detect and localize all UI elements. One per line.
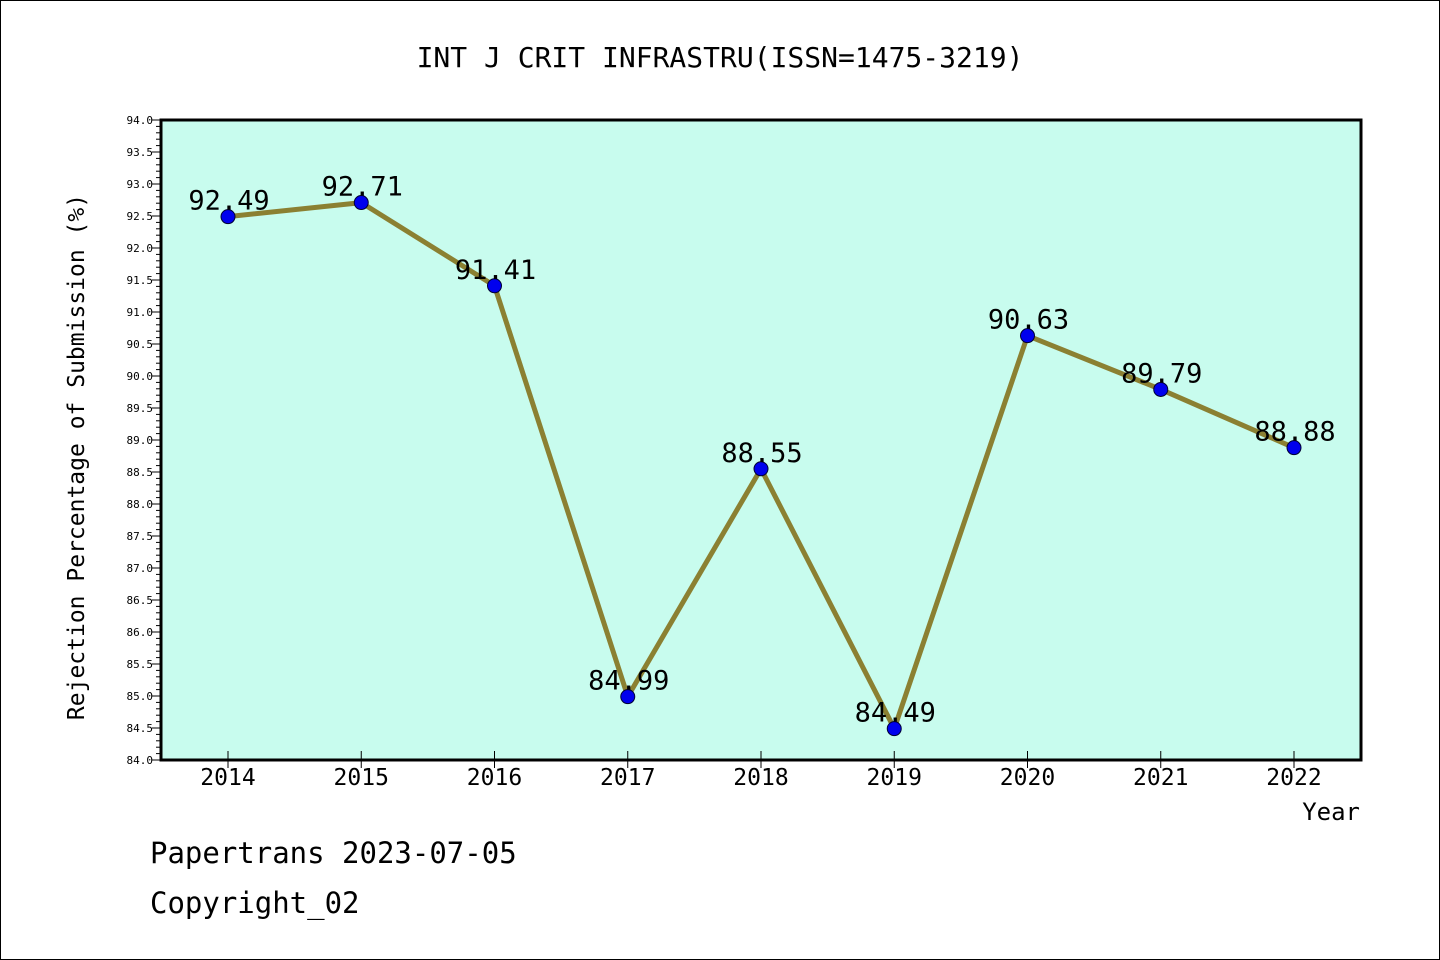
y-tick-label: 84.0 xyxy=(127,754,154,767)
data-point-marker xyxy=(220,209,236,225)
y-tick-label: 91.0 xyxy=(127,306,154,319)
x-axis-label: Year xyxy=(1302,798,1360,826)
data-label: 88.88 xyxy=(1254,417,1335,448)
x-tick-label: 2022 xyxy=(1266,765,1321,791)
data-label: 89.79 xyxy=(1121,358,1202,389)
y-tick-label: 93.5 xyxy=(127,146,154,159)
x-tick-label: 2020 xyxy=(1000,765,1055,791)
data-label: 84.49 xyxy=(855,698,936,729)
data-label: 90.63 xyxy=(988,305,1069,336)
y-tick-label: 92.0 xyxy=(127,242,154,255)
y-tick-label: 91.5 xyxy=(127,274,154,287)
y-tick-label: 87.0 xyxy=(127,562,154,575)
data-point-marker xyxy=(353,195,369,211)
y-tick-label: 90.5 xyxy=(127,338,154,351)
footer-source: Papertrans 2023-07-05 xyxy=(150,836,517,870)
label-group: 92.49 92.71 91.41 84.99 88.55 84.49 90.63 89.79… xyxy=(188,172,1335,729)
y-tick-label: 88.5 xyxy=(127,466,154,479)
y-axis-label: Rejection Percentage of Submission (%) xyxy=(64,194,90,720)
y-tick-label: 93.0 xyxy=(127,178,154,191)
x-tick-label: 2018 xyxy=(733,765,788,791)
y-tick-label: 87.5 xyxy=(127,530,154,543)
footer-copyright: Copyright_02 xyxy=(150,886,360,920)
y-tick-label: 89.0 xyxy=(127,434,154,447)
y-axis: 84.0 84.5 85.0 85.5 86.0 86.5 87.0 87.5 88.0 88.5… xyxy=(127,114,161,767)
x-tick-label: 2015 xyxy=(334,765,389,791)
data-point-marker xyxy=(1286,440,1302,456)
x-tick-label: 2016 xyxy=(467,765,522,791)
y-tick-label: 85.0 xyxy=(127,690,154,703)
chart-title: INT J CRIT INFRASTRU(ISSN=1475-3219) xyxy=(417,41,1024,74)
data-label: 92.49 xyxy=(188,186,269,217)
y-tick-label: 85.5 xyxy=(127,658,154,671)
y-tick-label: 90.0 xyxy=(127,370,154,383)
data-label: 88.55 xyxy=(721,438,802,469)
x-tick-label: 2014 xyxy=(200,765,255,791)
data-label: 84.99 xyxy=(588,666,669,697)
x-axis: 2014 2015 2016 2017 2018 2019 2020 2021 2022 xyxy=(200,751,1322,791)
data-point-marker xyxy=(753,461,769,477)
y-tick-label: 89.5 xyxy=(127,402,154,415)
data-point-marker xyxy=(620,689,636,705)
data-label: 91.41 xyxy=(455,255,536,286)
y-tick-label: 92.5 xyxy=(127,210,154,223)
data-point-marker xyxy=(1153,381,1169,397)
y-tick-label: 84.5 xyxy=(127,722,154,735)
marker-group xyxy=(220,195,1302,737)
y-tick-label: 88.0 xyxy=(127,498,154,511)
data-point-marker xyxy=(1020,328,1035,344)
plot-area xyxy=(159,118,1363,762)
data-point-marker xyxy=(487,278,502,294)
y-tick-label: 94.0 xyxy=(127,114,154,127)
x-tick-label: 2021 xyxy=(1133,765,1188,791)
data-point-marker xyxy=(886,721,902,737)
x-tick-label: 2017 xyxy=(600,765,655,791)
y-tick-label: 86.5 xyxy=(127,594,154,607)
data-label: 92.71 xyxy=(322,172,403,203)
y-tick-label: 86.0 xyxy=(127,626,154,639)
x-tick-label: 2019 xyxy=(867,765,922,791)
